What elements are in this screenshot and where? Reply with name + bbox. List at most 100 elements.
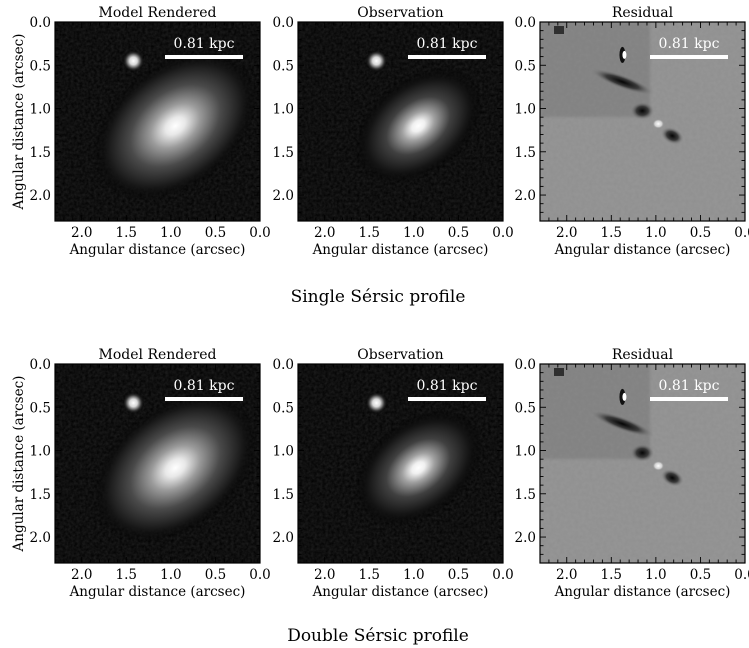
y-tick-label: 1.0 xyxy=(30,444,51,460)
x-tick-label: 2.0 xyxy=(71,567,92,583)
y-tick-label: 1.5 xyxy=(30,487,51,503)
residual-artifact xyxy=(554,368,564,376)
y-tick-label: 0.0 xyxy=(273,357,294,373)
x-tick-label: 0.5 xyxy=(690,567,711,583)
y-tick-label: 0.5 xyxy=(30,400,51,416)
x-tick-label: 0.0 xyxy=(492,567,513,583)
panel-title: Observation xyxy=(357,347,443,363)
panel-frame xyxy=(539,21,746,222)
scale-bar-label: 0.81 kpc xyxy=(659,36,720,52)
x-axis-label: Angular distance (arcsec) xyxy=(69,584,246,600)
x-tick-label: 0.5 xyxy=(205,225,226,241)
image-model xyxy=(55,364,260,563)
row-caption: Double Sérsic profile xyxy=(287,626,469,646)
y-tick-label: 0.0 xyxy=(30,15,51,31)
residual-positive xyxy=(652,118,665,129)
panel-frame xyxy=(54,363,261,564)
y-tick-label: 1.0 xyxy=(273,444,294,460)
y-tick-label: 2.0 xyxy=(273,530,294,546)
y-tick-label: 2.0 xyxy=(30,188,51,204)
panel-title: Residual xyxy=(612,5,674,21)
y-tick-label: 1.5 xyxy=(273,145,294,161)
x-tick-label: 2.0 xyxy=(556,567,577,583)
y-tick-label: 0.5 xyxy=(273,400,294,416)
x-tick-label: 2.0 xyxy=(314,225,335,241)
panel-title: Observation xyxy=(357,5,443,21)
x-tick-label: 1.5 xyxy=(116,225,137,241)
companion-source xyxy=(365,391,388,414)
y-tick-label: 1.0 xyxy=(30,102,51,118)
y-tick-label: 0.5 xyxy=(273,58,294,74)
y-tick-label: 2.0 xyxy=(515,188,536,204)
residual-negative xyxy=(630,101,655,120)
y-tick-label: 1.5 xyxy=(273,487,294,503)
panel-observation: 0.81 kpc 2.0 1.5 1.0 0.5 0.0 0.0 0.5 1.0 1.5 2.0 Ob… xyxy=(273,347,514,600)
panel-title: Residual xyxy=(612,347,674,363)
y-tick-label: 1.0 xyxy=(273,102,294,118)
y-tick-label: 1.5 xyxy=(515,145,536,161)
main-galaxy xyxy=(93,51,258,201)
residual-streak xyxy=(590,68,655,96)
x-tick-label: 2.0 xyxy=(71,225,92,241)
companion-source xyxy=(365,49,388,72)
residual-companion xyxy=(622,50,627,59)
x-tick-label: 0.0 xyxy=(492,225,513,241)
x-tick-label: 1.0 xyxy=(160,567,181,583)
panel-frame xyxy=(297,363,504,564)
x-tick-label: 1.0 xyxy=(160,225,181,241)
x-tick-label: 1.0 xyxy=(645,225,666,241)
x-tick-label: 0.5 xyxy=(448,567,469,583)
x-axis-label: Angular distance (arcsec) xyxy=(312,584,489,600)
panel-residual: 0.81 kpc 2.0 1.5 1.0 0.5 0.0 0.0 0.5 1.0 1.5 2.0 Re… xyxy=(515,5,749,258)
y-tick-label: 2.0 xyxy=(30,530,51,546)
scale-bar-label: 0.81 kpc xyxy=(417,36,478,52)
panel-model: 0.81 kpc 2.0 1.5 1.0 0.5 0.0 0.0 0.5 1.0 1.5 2.0 Mo… xyxy=(30,347,271,600)
y-tick-label: 1.0 xyxy=(515,444,536,460)
y-tick-label: 0.0 xyxy=(515,15,536,31)
x-tick-label: 0.0 xyxy=(734,567,749,583)
residual-negative xyxy=(660,468,684,487)
y-tick-label: 1.5 xyxy=(515,487,536,503)
x-tick-label: 0.5 xyxy=(690,225,711,241)
residual-negative xyxy=(630,443,655,462)
companion-source xyxy=(122,49,145,72)
x-tick-label: 1.5 xyxy=(359,225,380,241)
residual-positive xyxy=(652,460,665,471)
x-axis-label: Angular distance (arcsec) xyxy=(312,242,489,258)
panel-title: Model Rendered xyxy=(99,347,217,363)
x-tick-label: 2.0 xyxy=(314,567,335,583)
residual-negative xyxy=(660,126,684,145)
x-tick-label: 0.0 xyxy=(734,225,749,241)
x-tick-label: 1.5 xyxy=(601,567,622,583)
x-tick-label: 1.5 xyxy=(359,567,380,583)
companion-source xyxy=(122,391,145,414)
panel-frame xyxy=(54,21,261,222)
x-axis-label: Angular distance (arcsec) xyxy=(554,584,731,600)
y-tick-label: 0.0 xyxy=(30,357,51,373)
y-axis-label: Angular distance (arcsec) xyxy=(11,376,27,553)
row-caption: Single Sérsic profile xyxy=(291,287,466,307)
image-residual xyxy=(540,22,745,221)
x-tick-label: 0.0 xyxy=(249,225,270,241)
residual-companion xyxy=(622,392,627,401)
panel-model: 0.81 kpc 2.0 1.5 1.0 0.5 0.0 0.0 0.5 1.0 1.5 2.0 Mo… xyxy=(30,5,271,258)
scale-bar-label: 0.81 kpc xyxy=(659,378,720,394)
y-tick-label: 1.5 xyxy=(30,145,51,161)
x-tick-label: 1.0 xyxy=(403,225,424,241)
scale-bar-label: 0.81 kpc xyxy=(417,378,478,394)
y-axis-label: Angular distance (arcsec) xyxy=(11,34,27,211)
y-tick-label: 0.0 xyxy=(273,15,294,31)
x-tick-label: 1.0 xyxy=(645,567,666,583)
x-tick-label: 0.5 xyxy=(448,225,469,241)
x-tick-label: 1.0 xyxy=(403,567,424,583)
residual-streak xyxy=(590,410,655,438)
x-tick-label: 0.0 xyxy=(249,567,270,583)
scale-bar-label: 0.81 kpc xyxy=(174,378,235,394)
scale-bar-label: 0.81 kpc xyxy=(174,36,235,52)
y-tick-label: 0.0 xyxy=(515,357,536,373)
y-tick-label: 1.0 xyxy=(515,102,536,118)
x-tick-label: 1.5 xyxy=(116,567,137,583)
x-tick-label: 1.5 xyxy=(601,225,622,241)
y-tick-label: 2.0 xyxy=(515,530,536,546)
